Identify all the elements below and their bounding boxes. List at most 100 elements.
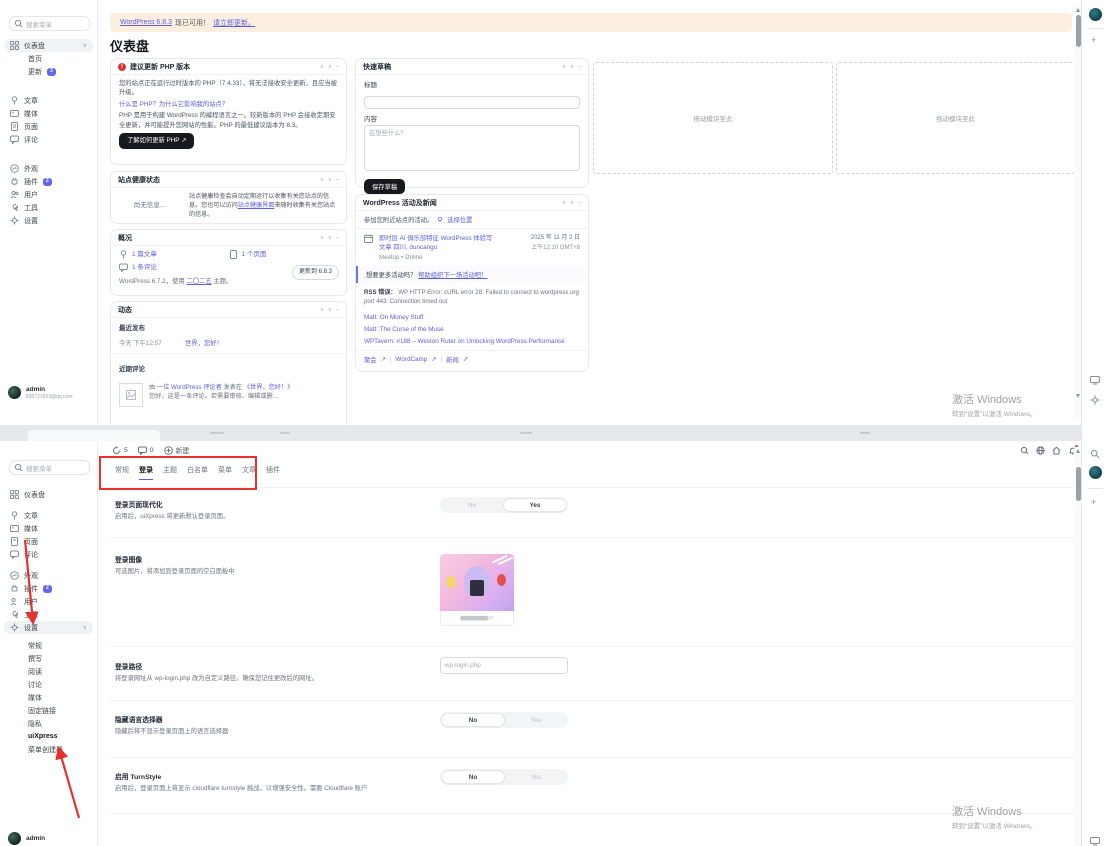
widget-collapse-icon[interactable]: − bbox=[335, 306, 339, 313]
comment-author-link[interactable]: 一位 WordPress 评论者 bbox=[156, 384, 222, 391]
sidebar-item-plugins[interactable]: 插件 2 bbox=[4, 175, 93, 188]
current-user[interactable]: admin 836721503@qq.com bbox=[8, 386, 73, 400]
sidebar-item-tools[interactable]: 工具 bbox=[4, 608, 93, 621]
home-icon[interactable] bbox=[1052, 446, 1061, 455]
update-to-button[interactable]: 更新到 6.8.3 bbox=[291, 265, 339, 280]
sidebar-item-settings-discussion[interactable]: 讨论 bbox=[4, 678, 93, 691]
toggle-no[interactable]: No bbox=[441, 770, 505, 784]
organize-event-link[interactable]: 帮助组织下一场活动吧！ bbox=[418, 271, 488, 279]
news-footer-link[interactable]: 新闻 bbox=[446, 357, 459, 365]
update-now-link[interactable]: 请立即更新。 bbox=[213, 19, 256, 27]
tab-general[interactable]: 常规 bbox=[115, 467, 129, 474]
tab-menus[interactable]: 菜单 bbox=[218, 467, 232, 474]
widget-dropzone[interactable]: 拖动模块至此 bbox=[836, 62, 1075, 174]
toggle-yes[interactable]: Yes bbox=[530, 773, 542, 781]
scrollbar-thumb[interactable] bbox=[1075, 467, 1081, 501]
sidebar-search-input[interactable]: 搜索菜单 bbox=[9, 460, 90, 475]
search-icon[interactable] bbox=[1090, 446, 1100, 459]
toggle-login-modernize[interactable]: No Yes bbox=[440, 497, 568, 513]
monitor-icon[interactable] bbox=[1090, 833, 1100, 846]
sidebar-item-users[interactable]: 用户 bbox=[4, 595, 93, 608]
scroll-up-icon[interactable] bbox=[1075, 449, 1080, 453]
sidebar-item-comments[interactable]: 评论 bbox=[4, 548, 93, 561]
save-draft-button[interactable]: 保存草稿 bbox=[364, 179, 406, 194]
sidebar-item-settings[interactable]: 设置 bbox=[4, 214, 93, 227]
sidebar-item-dashboard[interactable]: 仪表盘 ∨ bbox=[4, 39, 93, 52]
meetups-link[interactable]: 聚会 bbox=[364, 357, 377, 365]
sidebar-item-plugins[interactable]: 插件 2 bbox=[4, 582, 93, 595]
draft-content-textarea[interactable] bbox=[364, 125, 580, 171]
widget-up-icon[interactable]: ∧ bbox=[561, 199, 566, 206]
profile-avatar[interactable] bbox=[1089, 8, 1102, 21]
monitor-icon[interactable] bbox=[1090, 372, 1100, 385]
sidebar-search-input[interactable]: 搜索菜单 bbox=[9, 16, 90, 31]
theme-link[interactable]: 二〇二五 bbox=[186, 277, 212, 285]
event-title-link[interactable]: 即时层 AI 俱乐部特征 WordPress 体验写文章 四川, duncang… bbox=[379, 235, 493, 252]
comment-post-link[interactable]: 《世界，您好！》 bbox=[243, 384, 294, 391]
glance-pages-link[interactable]: 1 个页面 bbox=[229, 250, 339, 260]
widget-dropzone[interactable]: 拖动模块至此 bbox=[593, 62, 833, 174]
scrollbar[interactable] bbox=[1074, 447, 1082, 846]
sidebar-item-settings-menu-builder[interactable]: 菜单创建器 bbox=[4, 743, 93, 756]
sidebar-item-media[interactable]: 媒体 bbox=[4, 522, 93, 535]
widget-down-icon[interactable]: ∨ bbox=[327, 306, 332, 313]
sidebar-item-posts[interactable]: 文章 bbox=[4, 94, 93, 107]
news-link[interactable]: WPTavern: #188 – Weston Ruter on Unlocki… bbox=[364, 337, 565, 345]
widget-collapse-icon[interactable]: − bbox=[335, 63, 339, 70]
sidebar-item-dashboard[interactable]: 仪表盘 bbox=[4, 488, 93, 501]
sidebar-item-updates[interactable]: 更新 3 bbox=[4, 65, 93, 78]
sidebar-item-tools[interactable]: 工具 bbox=[4, 201, 93, 214]
widget-up-icon[interactable]: ∧ bbox=[319, 63, 324, 70]
php-info-link[interactable]: 什么是 PHP？为什么它影响我的站点？ bbox=[119, 100, 229, 108]
sidebar-item-settings-media[interactable]: 媒体 bbox=[4, 691, 93, 704]
scroll-down-icon[interactable] bbox=[1075, 394, 1080, 398]
widget-collapse-icon[interactable]: − bbox=[335, 234, 339, 241]
add-icon[interactable]: + bbox=[1091, 35, 1097, 45]
current-user[interactable]: admin bbox=[8, 832, 45, 845]
post-title-link[interactable]: 世界，您好！ bbox=[185, 340, 223, 347]
sidebar-item-comments[interactable]: 评论 bbox=[4, 133, 93, 146]
tab-posts[interactable]: 文章 bbox=[242, 467, 256, 474]
widget-up-icon[interactable]: ∧ bbox=[319, 234, 324, 241]
sidebar-item-appearance[interactable]: 外观 bbox=[4, 569, 93, 582]
profile-avatar[interactable] bbox=[1089, 466, 1102, 479]
sidebar-item-pages[interactable]: 页面 bbox=[4, 535, 93, 548]
learn-update-php-button[interactable]: 了解如何更新 PHP ↗ bbox=[119, 133, 195, 149]
widget-down-icon[interactable]: ∨ bbox=[569, 199, 574, 206]
comments-indicator[interactable]: 0 bbox=[137, 446, 154, 455]
widget-down-icon[interactable]: ∨ bbox=[327, 234, 332, 241]
sidebar-item-media[interactable]: 媒体 bbox=[4, 107, 93, 120]
widget-collapse-icon[interactable]: − bbox=[577, 199, 581, 206]
sidebar-item-home[interactable]: 首页 bbox=[4, 52, 93, 65]
add-icon[interactable]: + bbox=[1091, 497, 1097, 507]
tab-plugins[interactable]: 插件 bbox=[266, 467, 280, 474]
widget-collapse-icon[interactable]: − bbox=[577, 63, 581, 70]
widget-up-icon[interactable]: ∧ bbox=[319, 306, 324, 313]
site-health-link[interactable]: 站点健康界面 bbox=[237, 202, 275, 210]
update-version-link[interactable]: WordPress 6.8.3 bbox=[120, 19, 173, 26]
toggle-no[interactable]: No bbox=[467, 501, 477, 509]
widget-up-icon[interactable]: ∧ bbox=[561, 63, 566, 70]
tab-theme[interactable]: 主题 bbox=[163, 467, 177, 474]
news-link[interactable]: Matt: On Money Stuff bbox=[364, 313, 424, 321]
widget-down-icon[interactable]: ∨ bbox=[569, 63, 574, 70]
news-link[interactable]: Matt: The Curse of the Muse bbox=[364, 325, 444, 333]
glance-posts-link[interactable]: 1 篇文章 bbox=[119, 250, 229, 260]
widget-collapse-icon[interactable]: − bbox=[335, 176, 339, 183]
sidebar-item-users[interactable]: 用户 bbox=[4, 188, 93, 201]
sidebar-item-settings-general[interactable]: 常规 bbox=[4, 639, 93, 652]
wordcamp-link[interactable]: WordCamp bbox=[395, 356, 428, 364]
sidebar-item-settings-permalinks[interactable]: 固定链接 bbox=[4, 704, 93, 717]
login-image-upload[interactable]: ▆▆▆▆▆▆▆▆ g-c bbox=[440, 554, 514, 626]
tab-whitelist[interactable]: 白名单 bbox=[187, 467, 208, 474]
toggle-yes[interactable]: Yes bbox=[530, 716, 542, 724]
toggle-hide-language[interactable]: No Yes bbox=[440, 712, 568, 728]
sidebar-item-settings-privacy[interactable]: 隐私 bbox=[4, 717, 93, 730]
search-icon[interactable] bbox=[1020, 446, 1029, 455]
widget-down-icon[interactable]: ∨ bbox=[327, 176, 332, 183]
sidebar-item-pages[interactable]: 页面 bbox=[4, 120, 93, 133]
sidebar-item-posts[interactable]: 文章 bbox=[4, 509, 93, 522]
scrollbar[interactable] bbox=[1074, 6, 1082, 420]
globe-icon[interactable] bbox=[1036, 445, 1045, 455]
updates-indicator[interactable]: 5 bbox=[112, 445, 128, 455]
